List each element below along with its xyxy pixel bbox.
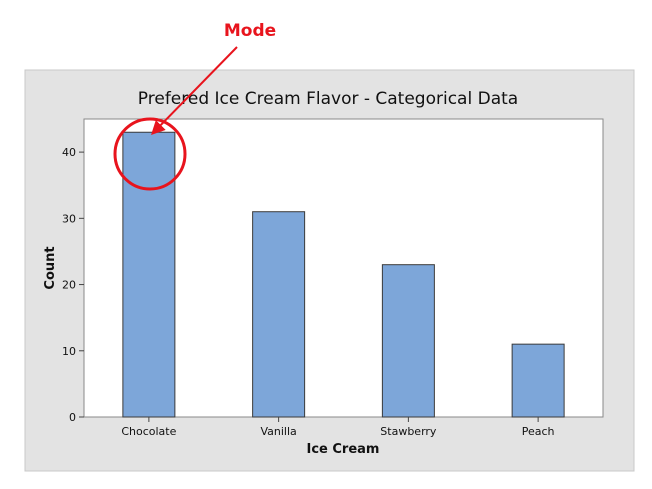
mode-annotation-label: Mode <box>224 21 276 41</box>
x-axis-ticks: Chocolate Vanilla Stawberry Peach <box>121 417 555 438</box>
bar-stawberry <box>381 264 435 418</box>
x-tick-label: Vanilla <box>260 425 296 438</box>
y-tick-label: 40 <box>62 146 76 159</box>
bar-chocolate <box>122 131 176 418</box>
y-axis-label: Count <box>43 246 58 289</box>
mode-annotation-circle <box>113 117 187 191</box>
x-tick-label: Stawberry <box>380 425 437 438</box>
y-axis-ticks: 0 10 20 30 40 <box>62 146 84 424</box>
bar-vanilla <box>252 211 306 418</box>
y-tick-label: 20 <box>62 279 76 292</box>
mode-annotation-arrow <box>151 46 238 136</box>
bar-peach <box>511 343 565 418</box>
y-tick-label: 10 <box>62 345 76 358</box>
x-tick-label: Peach <box>522 425 555 438</box>
x-tick-label: Chocolate <box>121 425 176 438</box>
bars <box>122 131 565 418</box>
x-axis-label: Ice Cream <box>307 442 380 457</box>
chart-title: Prefered Ice Cream Flavor - Categorical … <box>138 89 518 109</box>
y-tick-label: 30 <box>62 212 76 225</box>
y-tick-label: 0 <box>69 411 76 424</box>
